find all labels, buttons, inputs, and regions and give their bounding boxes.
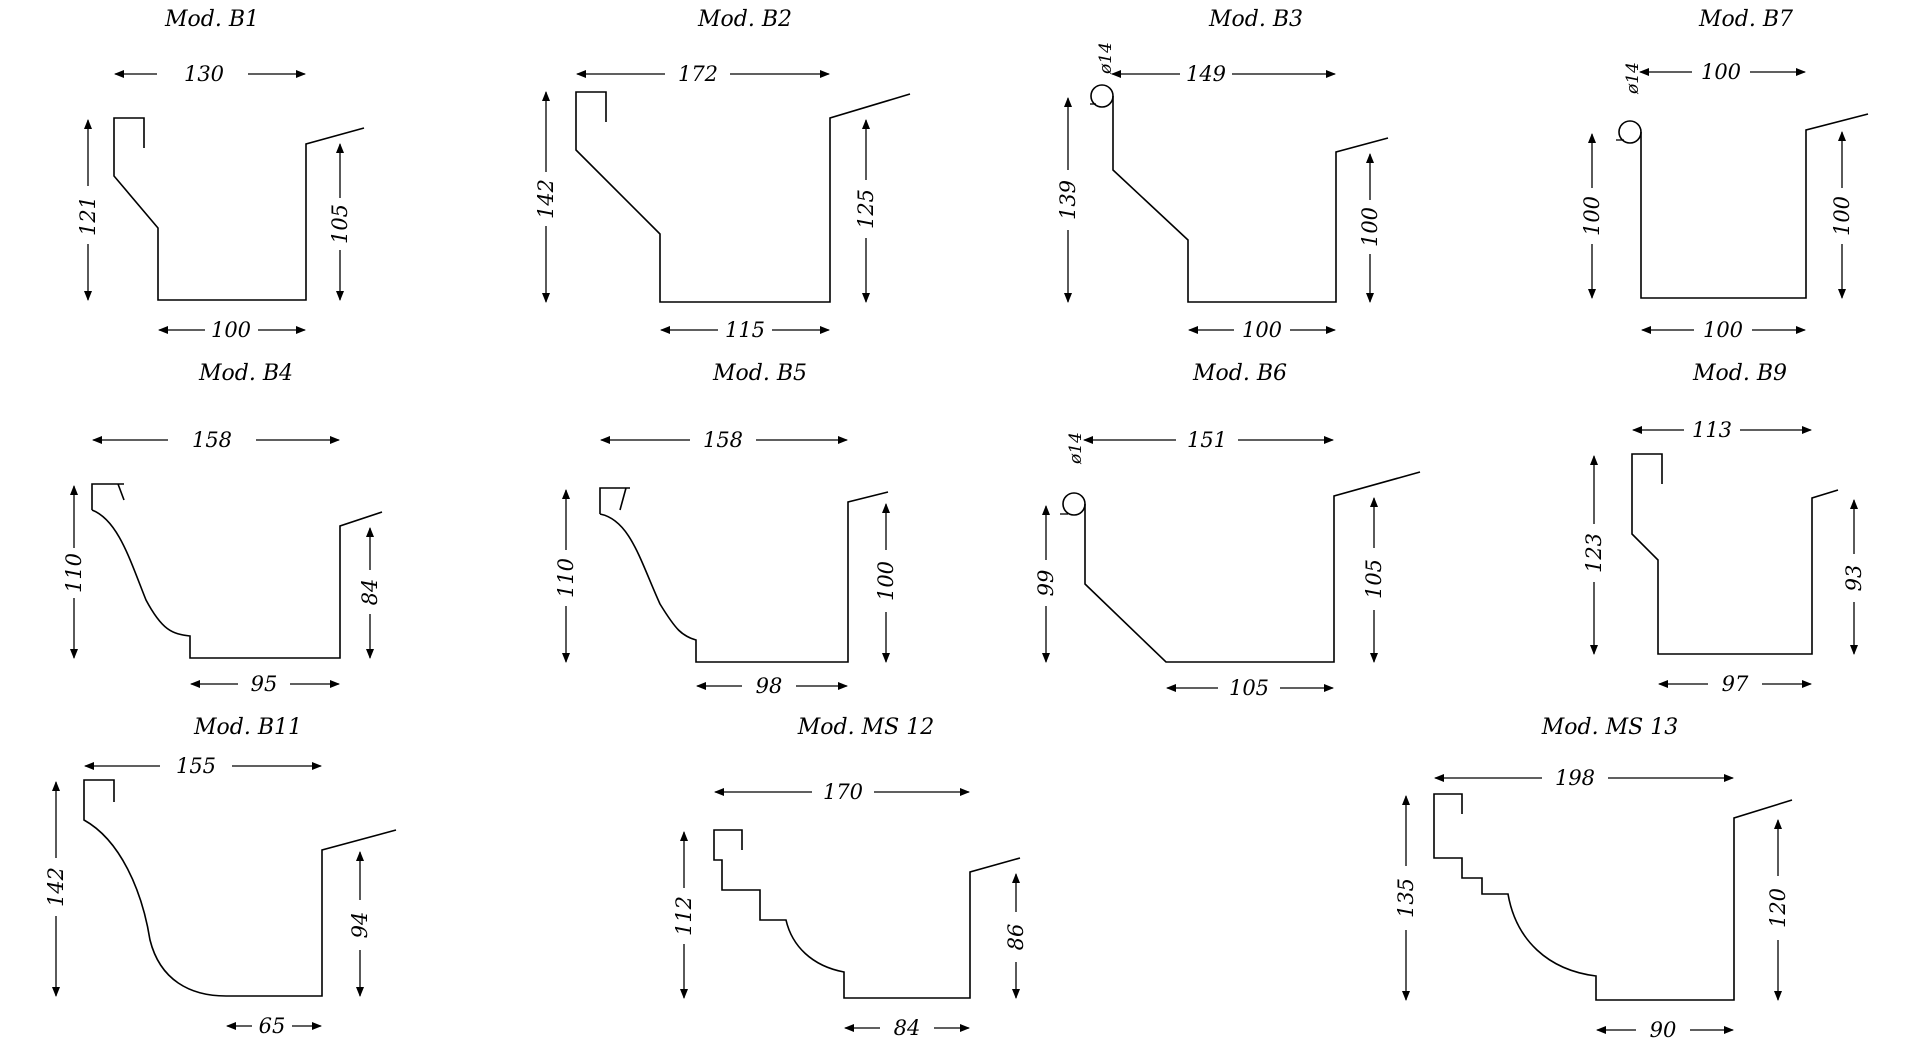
dimension-top-label: 113 bbox=[1692, 418, 1732, 442]
dimension-right-label: 86 bbox=[1004, 924, 1028, 951]
dimension-right-label: 100 bbox=[1830, 196, 1854, 236]
dimension-left-label: 139 bbox=[1056, 180, 1080, 220]
profile-outline bbox=[113, 117, 365, 301]
dimension-left-label: 123 bbox=[1582, 533, 1606, 573]
profile-title: Mod. B6 bbox=[1192, 361, 1287, 386]
profile-outline bbox=[599, 487, 889, 663]
dimension-right-label: 94 bbox=[348, 912, 372, 939]
dimension-bottom-label: 90 bbox=[1650, 1018, 1677, 1042]
dimension-right-label: 100 bbox=[1358, 207, 1382, 247]
profile-outline bbox=[713, 829, 1021, 999]
profile-outline bbox=[1112, 96, 1389, 303]
dimension-top-label: 172 bbox=[678, 62, 718, 86]
pipe-diameter-label: ø14 bbox=[1096, 42, 1116, 75]
dimension-left-label: 135 bbox=[1394, 878, 1418, 918]
profile-title: Mod. B3 bbox=[1208, 7, 1303, 32]
dimension-top-label: 151 bbox=[1187, 428, 1227, 452]
dimension-right-label: 125 bbox=[854, 189, 878, 229]
profile-title: Mod. MS 12 bbox=[797, 715, 934, 740]
dimension-bottom-label: 84 bbox=[894, 1016, 921, 1040]
dimension-top-label: 158 bbox=[192, 428, 232, 452]
dimension-left-label: 100 bbox=[1580, 196, 1604, 236]
profile-b3: Mod. B3 ø14 149 139 100 100 bbox=[1056, 7, 1389, 342]
profile-title: Mod. B7 bbox=[1698, 7, 1793, 32]
profile-b5: Mod. B5 158 110 100 98 bbox=[554, 361, 898, 698]
profile-b7: Mod. B7 ø14 100 100 100 100 bbox=[1580, 7, 1869, 342]
profile-outline bbox=[1631, 453, 1839, 655]
dimension-right-label: 120 bbox=[1766, 888, 1790, 928]
profile-outline bbox=[1084, 471, 1421, 663]
dimension-top-label: 100 bbox=[1701, 60, 1741, 84]
profile-title: Mod. MS 13 bbox=[1541, 715, 1678, 740]
dimension-bottom-label: 95 bbox=[251, 672, 278, 696]
profile-b6: Mod. B6 ø14 151 99 105 105 bbox=[1034, 361, 1421, 700]
profile-b1: Mod. B1 130 121 105 100 bbox=[76, 7, 365, 342]
dimension-left-label: 112 bbox=[672, 896, 696, 936]
dimension-right-label: 105 bbox=[1362, 559, 1386, 599]
dimension-left-label: 121 bbox=[76, 196, 100, 236]
profile-b2: Mod. B2 172 142 125 115 bbox=[534, 7, 911, 342]
dimension-right-label: 84 bbox=[358, 579, 382, 606]
profile-outline bbox=[575, 91, 911, 303]
dimension-bottom-label: 100 bbox=[1703, 318, 1743, 342]
profile-title: Mod. B5 bbox=[712, 361, 807, 386]
profile-title: Mod. B2 bbox=[697, 7, 792, 32]
profile-outline bbox=[91, 483, 383, 659]
dimension-bottom-label: 100 bbox=[1242, 318, 1282, 342]
dimension-top-label: 149 bbox=[1186, 62, 1226, 86]
pipe-diameter-label: ø14 bbox=[1623, 62, 1643, 95]
dimension-left-label: 110 bbox=[554, 558, 578, 598]
profile-title: Mod. B1 bbox=[164, 7, 259, 32]
dimension-right-label: 100 bbox=[874, 561, 898, 601]
dimension-top-label: 158 bbox=[703, 428, 743, 452]
pipe-bead-circle bbox=[1062, 492, 1086, 516]
dimension-bottom-label: 98 bbox=[756, 674, 783, 698]
profile-title: Mod. B9 bbox=[1692, 361, 1787, 386]
profile-b11: Mod. B11 155 142 94 65 bbox=[44, 715, 397, 1038]
profile-ms13: Mod. MS 13 198 135 120 90 bbox=[1394, 715, 1793, 1042]
dimension-bottom-label: 100 bbox=[211, 318, 251, 342]
dimension-left-label: 142 bbox=[44, 867, 68, 907]
dimension-right-label: 93 bbox=[1842, 565, 1866, 592]
dimension-top-label: 155 bbox=[176, 754, 216, 778]
profile-title: Mod. B11 bbox=[193, 715, 302, 740]
dimension-top-label: 198 bbox=[1555, 766, 1595, 790]
dimension-bottom-label: 115 bbox=[725, 318, 765, 342]
profile-outline bbox=[1640, 113, 1869, 299]
dimension-left-label: 142 bbox=[534, 179, 558, 219]
profile-b9: Mod. B9 113 123 93 97 bbox=[1582, 361, 1866, 696]
profile-outline bbox=[1433, 793, 1793, 1001]
dimension-bottom-label: 105 bbox=[1229, 676, 1269, 700]
profile-b4: Mod. B4 158 110 84 95 bbox=[62, 361, 383, 696]
profile-title: Mod. B4 bbox=[198, 361, 293, 386]
profile-outline bbox=[83, 779, 397, 997]
pipe-diameter-label: ø14 bbox=[1066, 432, 1086, 465]
dimension-top-label: 170 bbox=[823, 780, 863, 804]
dimension-right-label: 105 bbox=[328, 204, 352, 244]
dimension-bottom-label: 97 bbox=[1722, 672, 1749, 696]
dimension-left-label: 99 bbox=[1034, 570, 1058, 597]
dimension-left-label: 110 bbox=[62, 553, 86, 593]
dimension-top-label: 130 bbox=[184, 62, 224, 86]
profile-ms12: Mod. MS 12 170 112 86 84 bbox=[672, 715, 1028, 1040]
dimension-bottom-label: 65 bbox=[259, 1014, 286, 1038]
